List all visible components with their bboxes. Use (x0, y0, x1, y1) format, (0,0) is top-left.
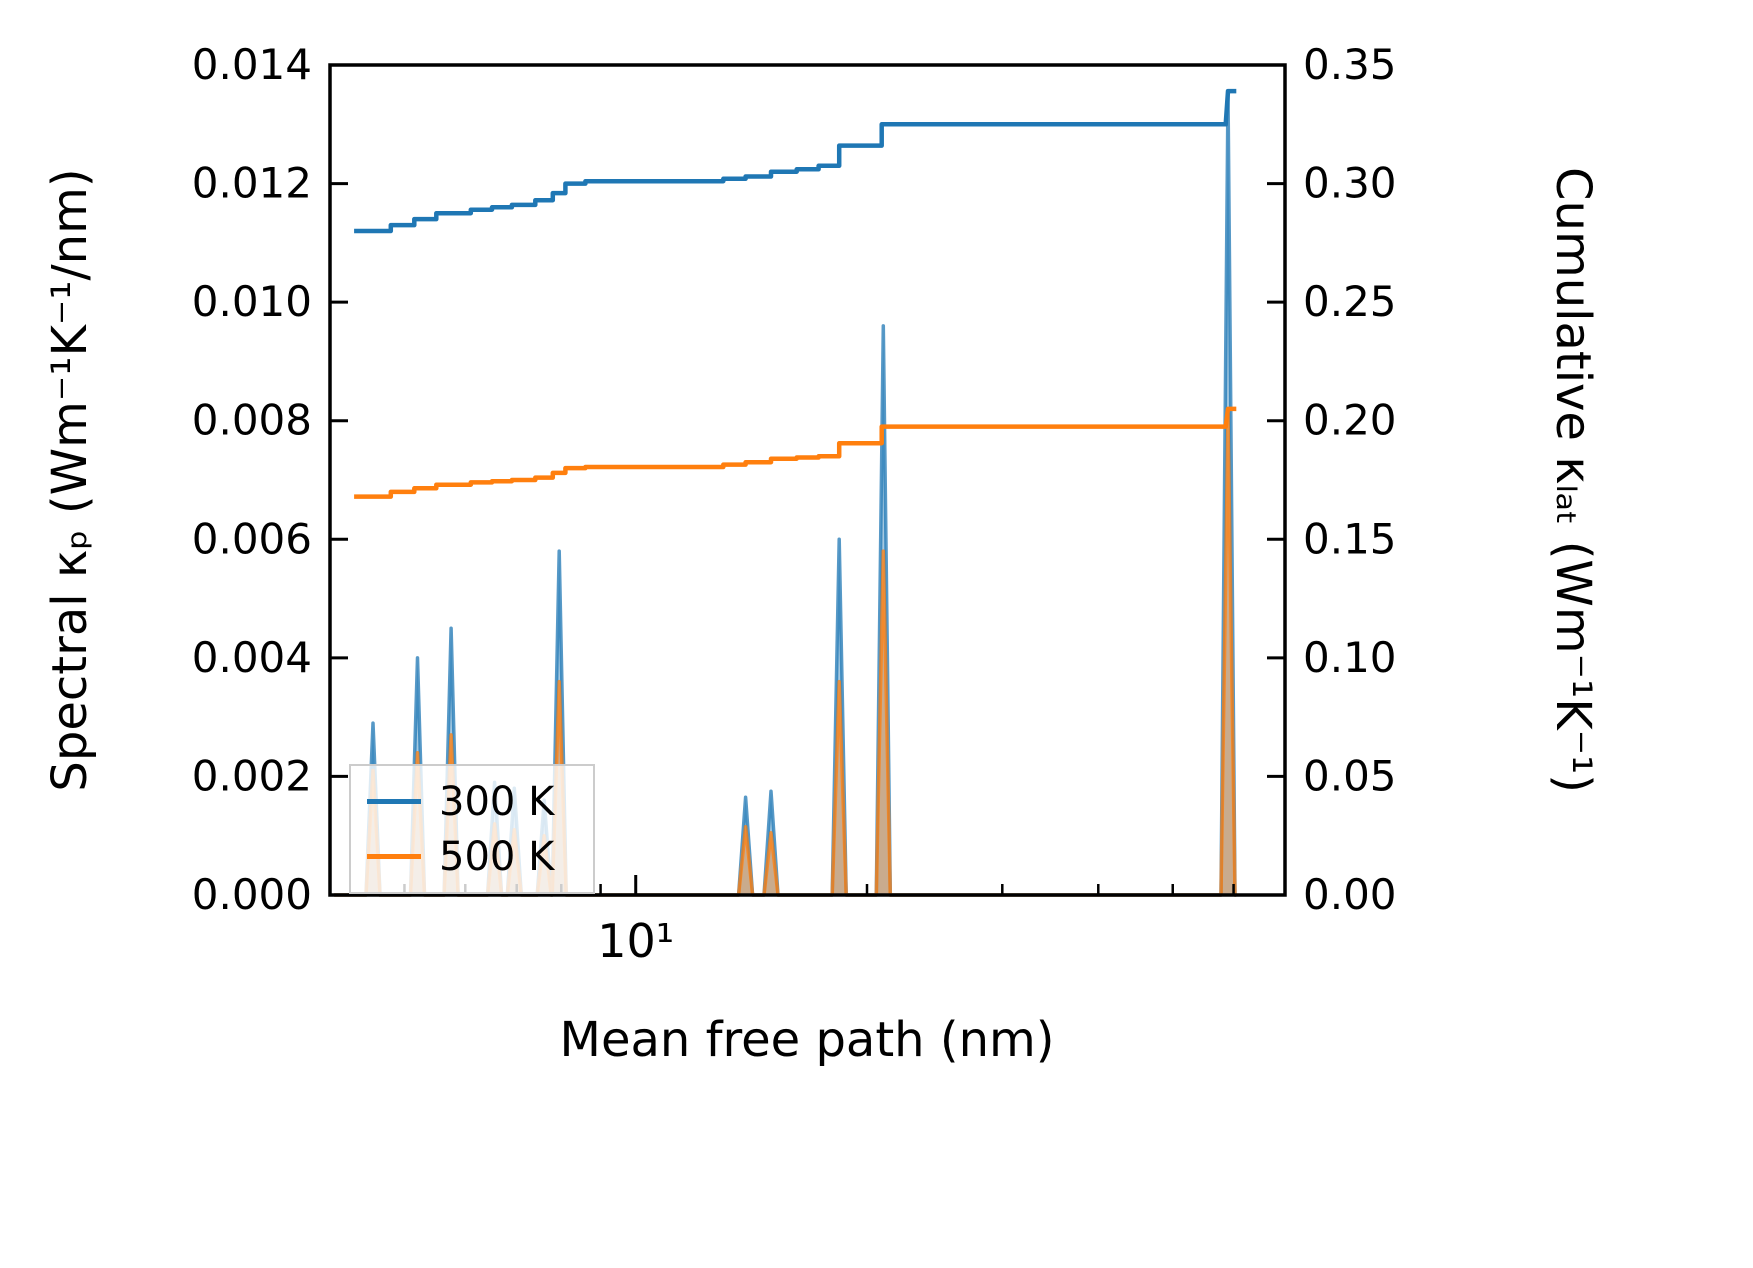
x-axis-label: Mean free path (nm) (559, 1012, 1055, 1068)
left-tick-label: 0.008 (192, 396, 312, 445)
right-tick-label: 0.15 (1303, 514, 1397, 563)
legend-line-swatch (367, 854, 421, 859)
right-tick-label: 0.20 (1303, 396, 1397, 445)
series-500-k-cumulative (354, 406, 1237, 499)
legend-entry-300-k: 300 K (367, 782, 577, 822)
left-tick-label: 0.012 (192, 159, 312, 208)
left-tick-label: 0.000 (192, 870, 312, 919)
axes-spines (328, 63, 1287, 897)
right-y-axis-label: Cumulative κₗₐₜ (Wm⁻¹K⁻¹) (1545, 167, 1601, 793)
right-tick-label: 0.10 (1303, 633, 1397, 682)
left-tick-label: 0.006 (192, 514, 312, 563)
right-tick-label: 0.35 (1303, 40, 1397, 89)
right-tick-label: 0.25 (1303, 277, 1397, 326)
legend-line-swatch (367, 799, 421, 804)
series-300-k-cumulative (354, 88, 1237, 234)
left-tick-label: 0.010 (192, 277, 312, 326)
legend-label: 300 K (439, 778, 555, 825)
x-tick-label: 10¹ (597, 914, 674, 968)
left-y-axis-label: Spectral κₚ (Wm⁻¹K⁻¹/nm) (42, 168, 98, 792)
left-tick-label: 0.002 (192, 751, 312, 800)
left-tick-label: 0.004 (192, 633, 312, 682)
legend-entry-500-k: 500 K (367, 837, 577, 877)
right-tick-label: 0.05 (1303, 751, 1397, 800)
right-tick-label: 0.00 (1303, 870, 1397, 919)
right-tick-label: 0.30 (1303, 159, 1397, 208)
legend: 300 K 500 K (349, 764, 595, 894)
legend-label: 500 K (439, 833, 555, 880)
left-tick-label: 0.014 (192, 40, 312, 89)
